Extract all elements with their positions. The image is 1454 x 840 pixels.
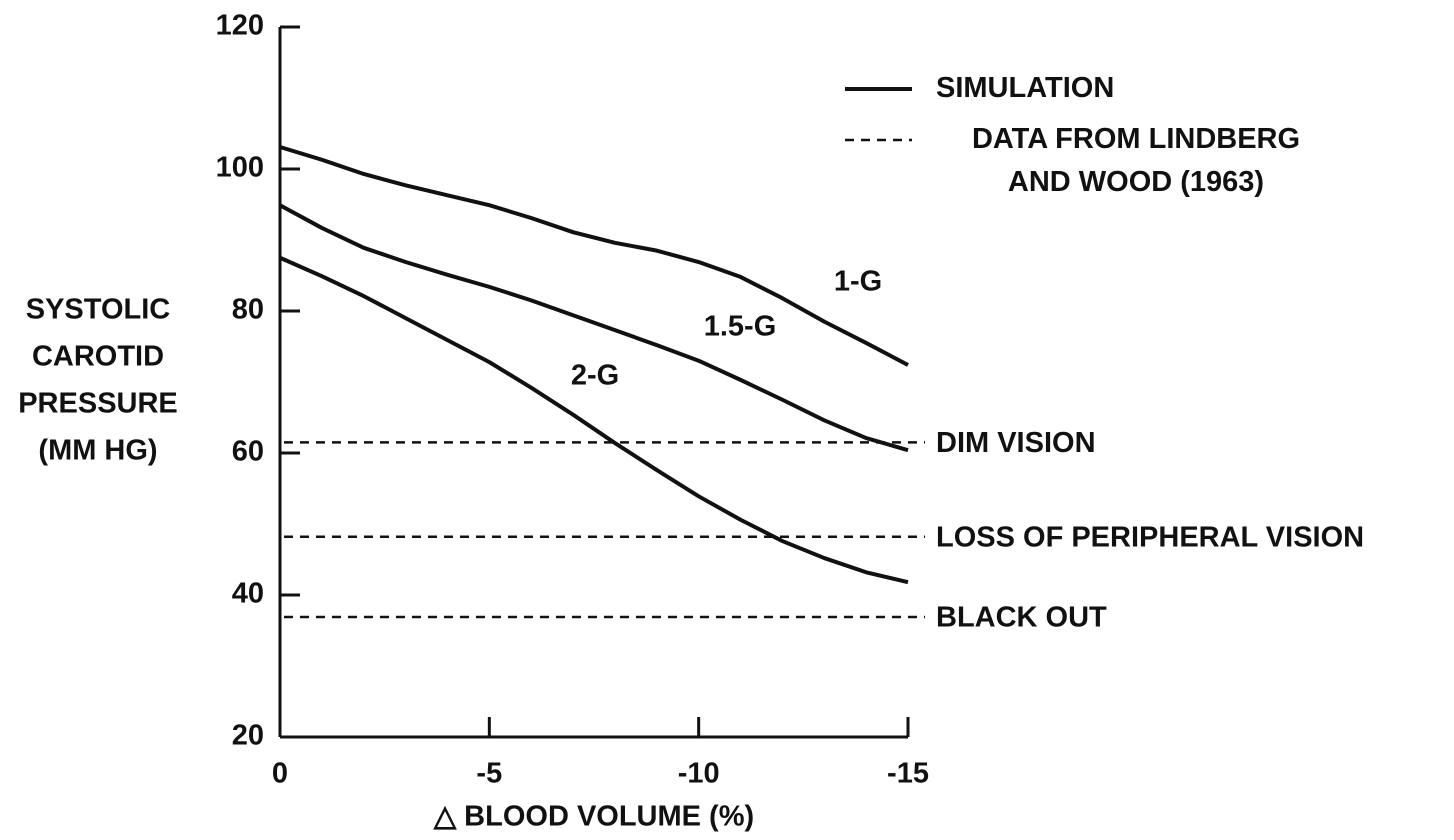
x-tick-label: -5 bbox=[476, 758, 502, 790]
y-axis-label: CAROTID bbox=[32, 341, 164, 373]
series-label: 1.5-G bbox=[704, 311, 777, 343]
threshold-label: BLACK OUT bbox=[936, 602, 1107, 634]
x-tick-label: 0 bbox=[272, 758, 288, 790]
x-axis-label: △ BLOOD VOLUME (%) bbox=[433, 801, 754, 833]
y-tick-label: 20 bbox=[232, 720, 264, 752]
series-line bbox=[279, 145, 909, 367]
legend-label-line: AND WOOD (1963) bbox=[1007, 166, 1265, 198]
legend-label: DATA FROM LINDBERG AND WOOD (1963) bbox=[936, 118, 1336, 204]
x-tick-label: -10 bbox=[678, 758, 720, 790]
y-axis-label: PRESSURE bbox=[18, 388, 178, 420]
y-tick-label: 80 bbox=[232, 294, 264, 326]
threshold-label: DIM VISION bbox=[936, 427, 1096, 459]
y-tick-label: 40 bbox=[232, 578, 264, 610]
legend-label-line: DATA FROM LINDBERG bbox=[971, 123, 1301, 155]
y-tick-label: 100 bbox=[216, 152, 264, 184]
y-tick-label: 60 bbox=[232, 436, 264, 468]
y-axis-label: SYSTOLIC bbox=[26, 294, 171, 326]
y-axis-label: (MM HG) bbox=[38, 435, 157, 467]
legend-label-line: SIMULATION bbox=[936, 72, 1115, 104]
legend-label: SIMULATION bbox=[936, 67, 1336, 110]
series-label: 1-G bbox=[834, 266, 882, 298]
y-tick-label: 120 bbox=[216, 10, 264, 42]
threshold-label: LOSS OF PERIPHERAL VISION bbox=[936, 521, 1364, 553]
series-line bbox=[279, 255, 909, 585]
x-tick-label: -15 bbox=[887, 758, 929, 790]
series-label: 2-G bbox=[571, 360, 619, 392]
series-line bbox=[279, 203, 909, 453]
